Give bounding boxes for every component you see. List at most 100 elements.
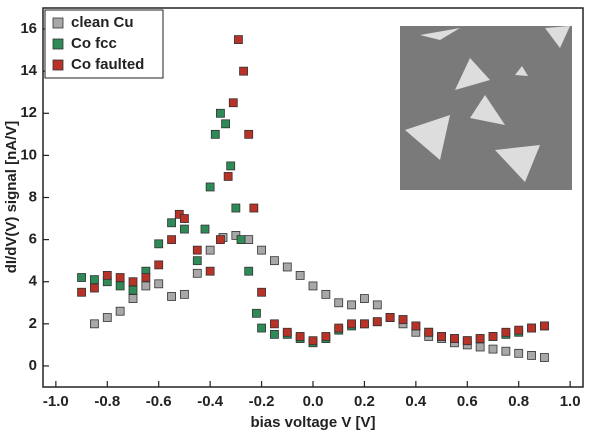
legend-label: Co fcc <box>71 35 117 52</box>
y-tick-label: 2 <box>29 315 37 332</box>
marker <box>322 332 330 340</box>
marker <box>229 99 237 107</box>
marker <box>258 288 266 296</box>
legend-marker <box>53 18 63 28</box>
marker <box>180 290 188 298</box>
marker <box>258 246 266 254</box>
marker <box>180 225 188 233</box>
marker <box>193 269 201 277</box>
marker <box>476 343 484 351</box>
marker <box>373 318 381 326</box>
marker <box>155 280 163 288</box>
marker <box>412 322 420 330</box>
marker <box>240 67 248 75</box>
marker <box>250 204 258 212</box>
marker <box>438 332 446 340</box>
marker <box>193 257 201 265</box>
chart: bias voltage V [V] dI/dV(V) signal [nA/V… <box>0 0 597 439</box>
legend-marker <box>53 39 63 49</box>
marker <box>129 278 137 286</box>
inset-image <box>400 26 572 190</box>
marker <box>252 309 260 317</box>
x-tick-label: 0.6 <box>457 393 478 410</box>
marker <box>103 314 111 322</box>
marker <box>270 257 278 265</box>
marker <box>476 335 484 343</box>
marker <box>463 337 471 345</box>
marker <box>142 274 150 282</box>
marker <box>222 120 230 128</box>
y-tick-label: 4 <box>29 273 38 290</box>
marker <box>90 276 98 284</box>
y-tick-label: 12 <box>20 104 37 121</box>
marker <box>322 290 330 298</box>
marker <box>211 130 219 138</box>
marker <box>103 271 111 279</box>
marker <box>193 246 201 254</box>
marker <box>90 284 98 292</box>
marker <box>309 337 317 345</box>
marker <box>245 236 253 244</box>
marker <box>386 314 394 322</box>
marker <box>227 162 235 170</box>
marker <box>116 282 124 290</box>
x-tick-label: -0.8 <box>94 393 120 410</box>
marker <box>502 328 510 336</box>
x-axis-label: bias voltage V [V] <box>250 414 375 431</box>
marker <box>502 347 510 355</box>
marker <box>129 286 137 294</box>
y-tick-label: 8 <box>29 188 37 205</box>
legend-marker <box>53 60 63 70</box>
y-tick-label: 6 <box>29 231 37 248</box>
marker <box>206 246 214 254</box>
legend-label: clean Cu <box>71 14 134 31</box>
marker <box>78 288 86 296</box>
marker <box>360 295 368 303</box>
marker <box>283 328 291 336</box>
marker <box>201 225 209 233</box>
marker <box>237 236 245 244</box>
marker <box>528 351 536 359</box>
x-tick-label: -0.4 <box>197 393 224 410</box>
marker <box>216 109 224 117</box>
x-tick-label: -0.2 <box>249 393 275 410</box>
marker <box>270 330 278 338</box>
y-tick-label: 14 <box>20 62 37 79</box>
marker <box>425 328 433 336</box>
marker <box>489 332 497 340</box>
marker <box>335 324 343 332</box>
x-tick-label: 0.8 <box>508 393 529 410</box>
marker <box>258 324 266 332</box>
marker <box>155 240 163 248</box>
marker <box>224 172 232 180</box>
y-tick-label: 16 <box>20 20 37 37</box>
x-tick-label: 0.2 <box>354 393 375 410</box>
marker <box>270 320 278 328</box>
marker <box>489 345 497 353</box>
marker <box>206 267 214 275</box>
marker <box>348 320 356 328</box>
x-tick-label: 0.0 <box>303 393 324 410</box>
x-tick-label: -0.6 <box>146 393 172 410</box>
marker <box>168 236 176 244</box>
marker <box>283 263 291 271</box>
marker <box>78 274 86 282</box>
marker <box>232 204 240 212</box>
marker <box>116 274 124 282</box>
marker <box>335 299 343 307</box>
marker <box>296 271 304 279</box>
x-tick-label: 1.0 <box>560 393 581 410</box>
legend-label: Co faulted <box>71 56 144 73</box>
marker <box>142 282 150 290</box>
marker <box>116 307 124 315</box>
y-tick-label: 0 <box>29 357 37 374</box>
y-axis-label: dI/dV(V) signal [nA/V] <box>3 121 20 274</box>
marker <box>245 267 253 275</box>
marker <box>348 301 356 309</box>
y-tick-label: 10 <box>20 146 37 163</box>
marker <box>515 326 523 334</box>
marker <box>373 301 381 309</box>
x-tick-label: -1.0 <box>43 393 69 410</box>
marker <box>360 320 368 328</box>
marker <box>540 354 548 362</box>
